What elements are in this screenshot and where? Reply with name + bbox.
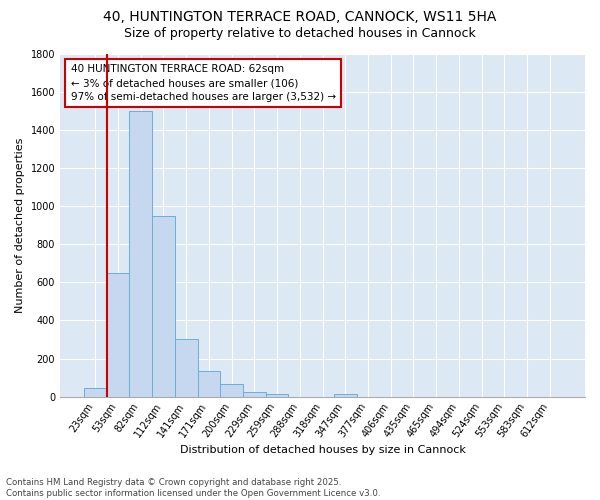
Bar: [243, 392, 266, 396]
Text: Contains HM Land Registry data © Crown copyright and database right 2025.
Contai: Contains HM Land Registry data © Crown c…: [6, 478, 380, 498]
Bar: [107, 273, 130, 396]
Y-axis label: Number of detached properties: Number of detached properties: [15, 138, 25, 313]
Text: 40 HUNTINGTON TERRACE ROAD: 62sqm
← 3% of detached houses are smaller (106)
97% : 40 HUNTINGTON TERRACE ROAD: 62sqm ← 3% o…: [71, 64, 335, 102]
Bar: [220, 384, 243, 396]
Bar: [130, 111, 152, 397]
Text: Size of property relative to detached houses in Cannock: Size of property relative to detached ho…: [124, 28, 476, 40]
X-axis label: Distribution of detached houses by size in Cannock: Distribution of detached houses by size …: [179, 445, 466, 455]
Text: 40, HUNTINGTON TERRACE ROAD, CANNOCK, WS11 5HA: 40, HUNTINGTON TERRACE ROAD, CANNOCK, WS…: [103, 10, 497, 24]
Bar: [84, 388, 107, 396]
Bar: [266, 394, 289, 396]
Bar: [197, 371, 220, 396]
Bar: [175, 340, 197, 396]
Bar: [334, 394, 356, 396]
Bar: [152, 216, 175, 396]
